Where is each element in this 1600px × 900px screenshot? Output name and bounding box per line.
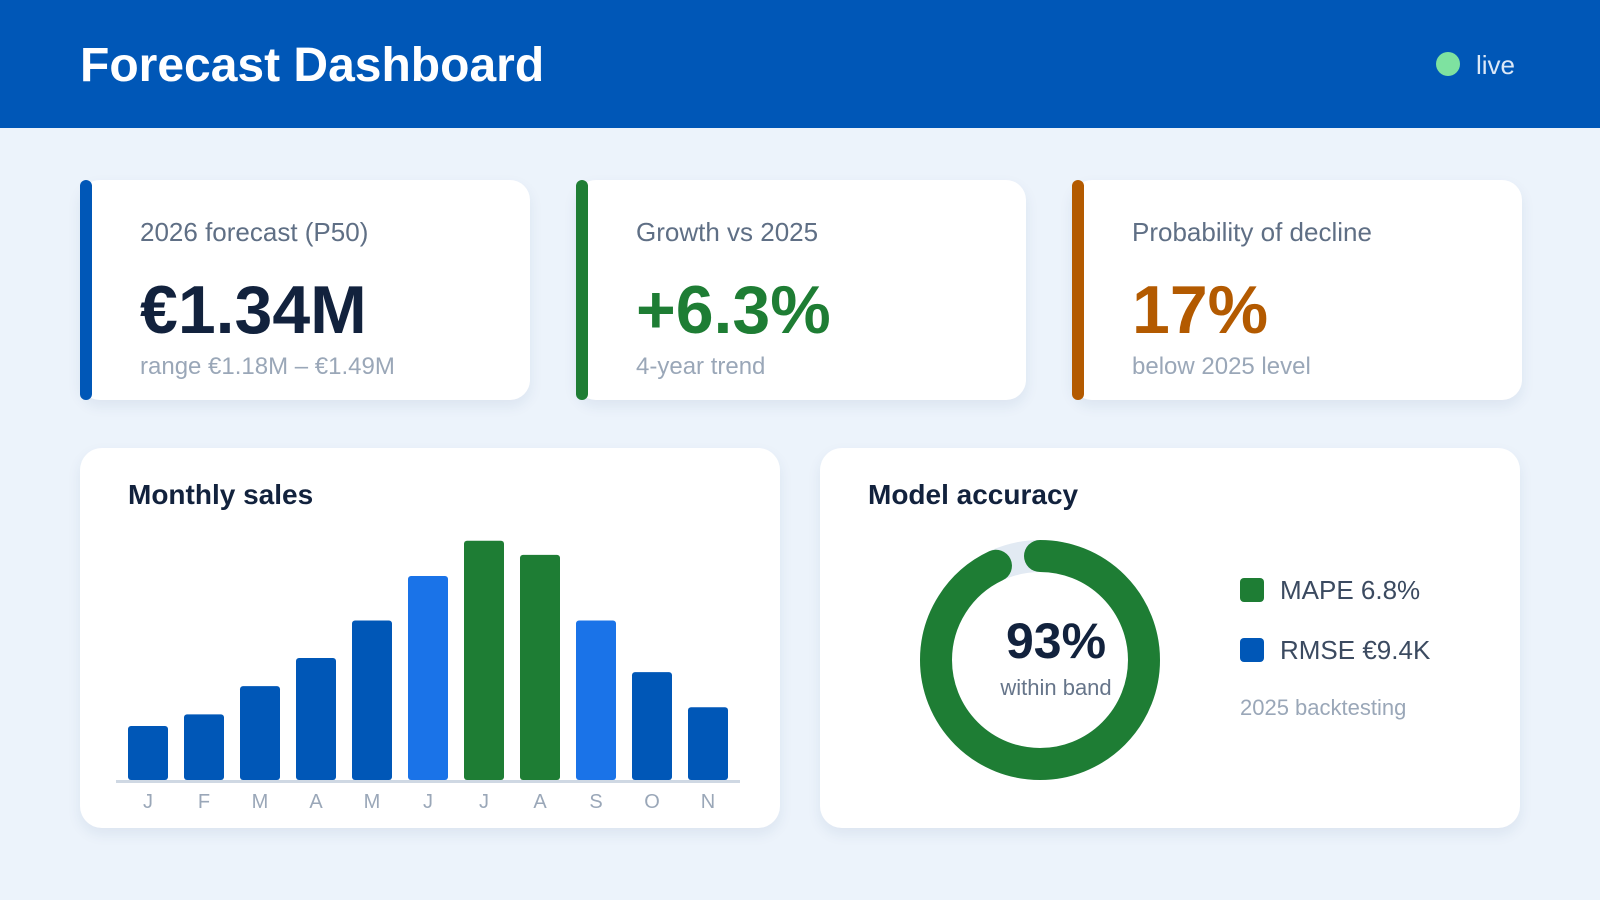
x-tick-label: F — [198, 791, 210, 813]
kpi-accent-bar — [1072, 180, 1084, 400]
kpi-accent-bar — [80, 180, 92, 400]
kpi-value: €1.34M — [140, 272, 367, 348]
bar-3 — [240, 686, 280, 780]
kpi-card-growth: Growth vs 2025 +6.3% 4-year trend — [576, 180, 1026, 400]
bar-1 — [128, 726, 168, 780]
backtesting-note: 2025 backtesting — [1240, 695, 1407, 720]
x-tick-label: J — [423, 791, 433, 813]
x-tick-label: M — [252, 791, 269, 813]
x-tick-label: A — [309, 791, 323, 813]
bar-11 — [688, 707, 728, 780]
kpi-label: Probability of decline — [1132, 217, 1372, 247]
kpi-subtext: 4-year trend — [636, 353, 766, 380]
model-accuracy-panel: Model accuracy 93% within band MAPE 6.8%… — [820, 448, 1520, 828]
kpi-label: 2026 forecast (P50) — [140, 217, 369, 247]
legend-label: RMSE €9.4K — [1280, 635, 1431, 665]
live-status-dot-icon — [1436, 52, 1460, 76]
x-tick-label: J — [143, 791, 153, 813]
kpi-card-forecast: 2026 forecast (P50) €1.34M range €1.18M … — [80, 180, 530, 400]
bar-4 — [296, 658, 336, 780]
donut-caption: within band — [1000, 675, 1112, 700]
bar-8 — [520, 554, 560, 780]
legend-swatch — [1240, 578, 1264, 602]
kpi-card-decline-probability: Probability of decline 17% below 2025 le… — [1072, 180, 1522, 400]
bar-9 — [576, 620, 616, 780]
live-status-label: live — [1476, 50, 1516, 80]
bar-7 — [464, 540, 504, 780]
x-tick-label: O — [644, 791, 660, 813]
kpi-value: +6.3% — [636, 272, 831, 348]
x-tick-label: M — [364, 791, 381, 813]
bar-6 — [408, 575, 448, 780]
bar-5 — [352, 620, 392, 780]
kpi-subtext: below 2025 level — [1132, 353, 1311, 380]
monthly-sales-title: Monthly sales — [128, 479, 314, 510]
x-tick-label: A — [533, 791, 547, 813]
kpi-subtext: range €1.18M – €1.49M — [140, 353, 395, 380]
donut-arc — [920, 540, 1160, 780]
x-tick-label: N — [701, 791, 715, 813]
bar-10 — [632, 672, 672, 780]
x-tick-label: S — [589, 791, 602, 813]
kpi-label: Growth vs 2025 — [636, 217, 819, 247]
model-accuracy-title: Model accuracy — [868, 479, 1079, 510]
bar-2 — [184, 714, 224, 780]
kpi-value: 17% — [1132, 272, 1269, 348]
page-title: Forecast Dashboard — [80, 39, 545, 92]
legend-swatch — [1240, 638, 1264, 662]
app-header: Forecast Dashboard live — [0, 0, 1600, 128]
monthly-sales-panel: Monthly sales J F M A M J J A S O N — [80, 448, 780, 828]
legend-label: MAPE 6.8% — [1280, 575, 1421, 605]
accuracy-donut-chart — [920, 540, 1160, 780]
donut-value: 93% — [1005, 613, 1107, 669]
kpi-accent-bar — [576, 180, 588, 400]
x-tick-label: J — [479, 791, 489, 813]
